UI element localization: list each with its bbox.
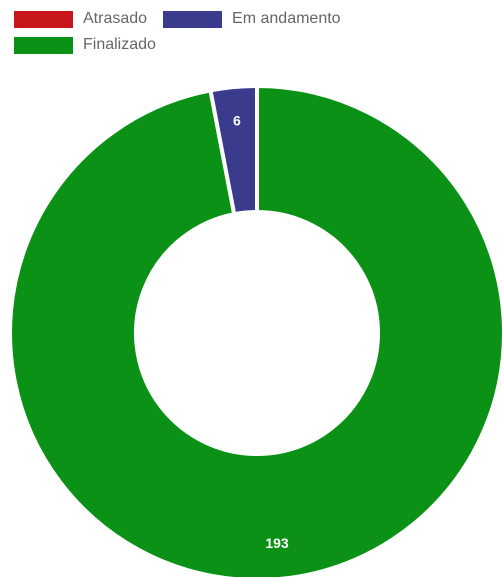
- legend-item-atrasado[interactable]: Atrasado: [14, 10, 147, 28]
- slice-finalizado[interactable]: [8, 83, 502, 577]
- data-label-finalizado: 193: [265, 535, 289, 551]
- data-label-em-andamento: 6: [233, 113, 241, 129]
- legend-item-em-andamento[interactable]: Em andamento: [163, 10, 341, 28]
- legend-swatch-atrasado: [14, 10, 73, 28]
- legend-label-finalizado: Finalizado: [83, 36, 156, 53]
- chart-legend: Atrasado Em andamento Finalizado: [14, 10, 494, 54]
- legend-label-atrasado: Atrasado: [83, 10, 148, 27]
- legend-swatch-em-andamento: [163, 10, 223, 28]
- legend-swatch-finalizado: [14, 36, 73, 54]
- slice-em-andamento[interactable]: [208, 83, 259, 217]
- legend-label-em-andamento: Em andamento: [232, 10, 341, 27]
- legend-item-finalizado[interactable]: Finalizado: [14, 36, 494, 54]
